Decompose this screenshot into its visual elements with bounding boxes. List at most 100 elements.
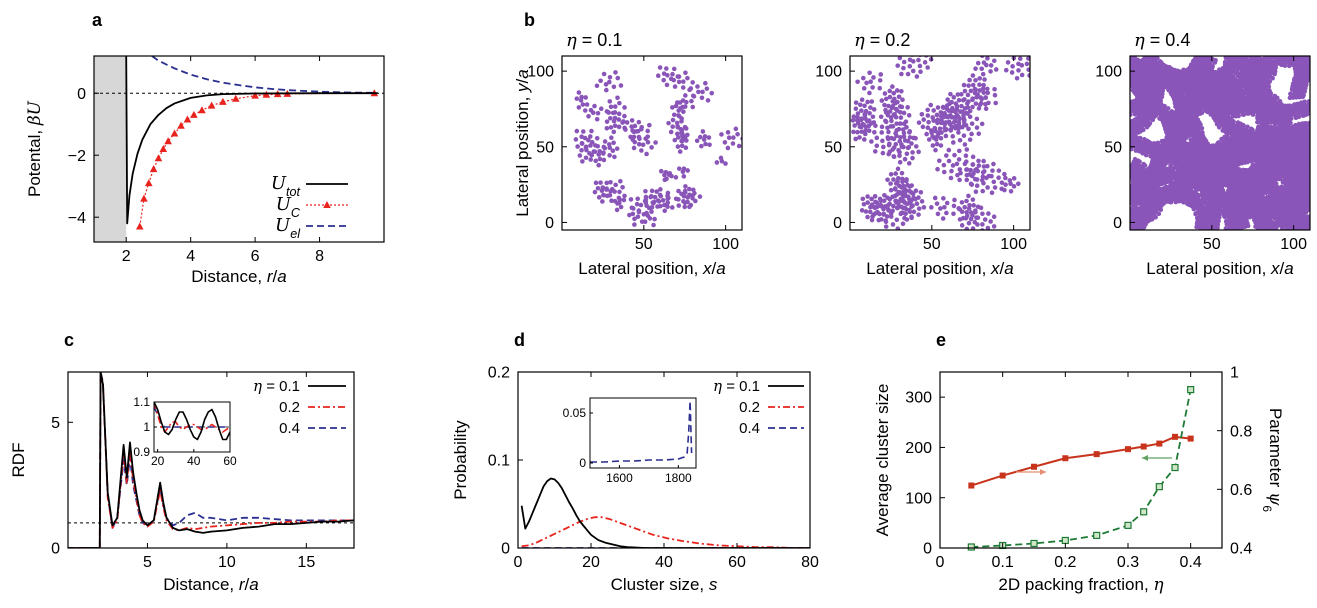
particle — [858, 117, 864, 123]
particle — [924, 56, 929, 58]
particle — [1283, 219, 1288, 225]
particle — [966, 193, 971, 199]
particle — [611, 129, 617, 135]
particle — [705, 98, 711, 103]
particle — [662, 177, 668, 183]
particle — [951, 95, 957, 100]
plot-frame-a — [93, 55, 385, 243]
particle — [675, 131, 680, 137]
particle — [591, 149, 597, 154]
particle — [1273, 65, 1279, 70]
particle — [910, 155, 915, 161]
particle — [871, 107, 877, 112]
particle — [996, 175, 1001, 181]
particle — [907, 135, 913, 140]
particle — [881, 198, 887, 204]
particle — [968, 88, 974, 94]
particle — [882, 91, 888, 96]
particle — [907, 200, 912, 205]
particle — [863, 128, 868, 133]
particle — [618, 178, 623, 184]
particle — [699, 95, 705, 101]
particle — [938, 143, 944, 148]
particle — [1202, 225, 1207, 230]
particle — [609, 198, 614, 203]
particle — [980, 174, 986, 179]
particle — [977, 88, 982, 93]
particle — [886, 129, 891, 135]
particle — [671, 66, 677, 72]
particle — [1311, 62, 1316, 67]
particle — [607, 145, 613, 151]
particle — [608, 125, 614, 130]
particle — [902, 193, 908, 199]
particle — [1191, 206, 1197, 212]
particle — [972, 219, 978, 225]
particle — [909, 214, 914, 220]
particle — [980, 188, 986, 194]
particle — [1230, 114, 1235, 119]
y-tick-label: 100 — [527, 64, 554, 81]
label-part: C — [291, 206, 301, 220]
particle — [631, 206, 636, 211]
particle — [900, 221, 906, 227]
series-U_tot — [125, 56, 378, 225]
particle — [897, 153, 902, 159]
y-tick-label: 100 — [815, 64, 842, 81]
particle — [670, 71, 675, 77]
particle — [700, 89, 705, 95]
particle — [647, 122, 652, 128]
particle — [899, 185, 905, 190]
particle — [658, 187, 663, 192]
particle — [635, 196, 640, 202]
particle — [597, 149, 602, 154]
particle — [615, 95, 620, 101]
particle — [1235, 120, 1241, 125]
particle — [1181, 199, 1186, 205]
excluded-region — [94, 56, 127, 242]
particle — [872, 149, 878, 154]
label-part: / — [273, 267, 278, 286]
particle — [687, 87, 692, 93]
U_C-marker — [159, 145, 168, 152]
particle — [890, 84, 895, 89]
particle — [888, 171, 894, 177]
particle — [582, 108, 588, 113]
particle — [895, 63, 901, 68]
particle — [855, 79, 860, 85]
particle — [864, 80, 869, 86]
particle — [896, 126, 902, 132]
particle — [612, 115, 618, 121]
particle — [666, 120, 671, 126]
x-axis-label: Lateral position, x/a — [578, 259, 725, 278]
particle — [863, 116, 868, 122]
particle — [899, 104, 905, 110]
particle — [1310, 127, 1315, 132]
particle — [664, 82, 670, 88]
particle — [956, 157, 962, 162]
particle — [971, 171, 976, 176]
particle — [645, 139, 651, 145]
particle — [861, 201, 867, 207]
particle — [601, 157, 607, 163]
particle — [1285, 226, 1291, 230]
particle — [982, 77, 987, 82]
particle — [931, 135, 937, 141]
particle — [616, 124, 622, 130]
particle — [885, 177, 890, 183]
legend-label: UC — [276, 194, 301, 220]
particle — [973, 167, 978, 173]
particle — [662, 202, 667, 208]
particle — [649, 188, 655, 194]
particle — [593, 158, 599, 164]
particle — [853, 100, 859, 105]
label-part: η — [566, 30, 577, 51]
particle — [1165, 106, 1171, 111]
particle — [972, 176, 978, 182]
particle — [632, 216, 637, 222]
particle — [618, 83, 624, 88]
particle — [1125, 66, 1130, 71]
particle — [883, 224, 889, 229]
